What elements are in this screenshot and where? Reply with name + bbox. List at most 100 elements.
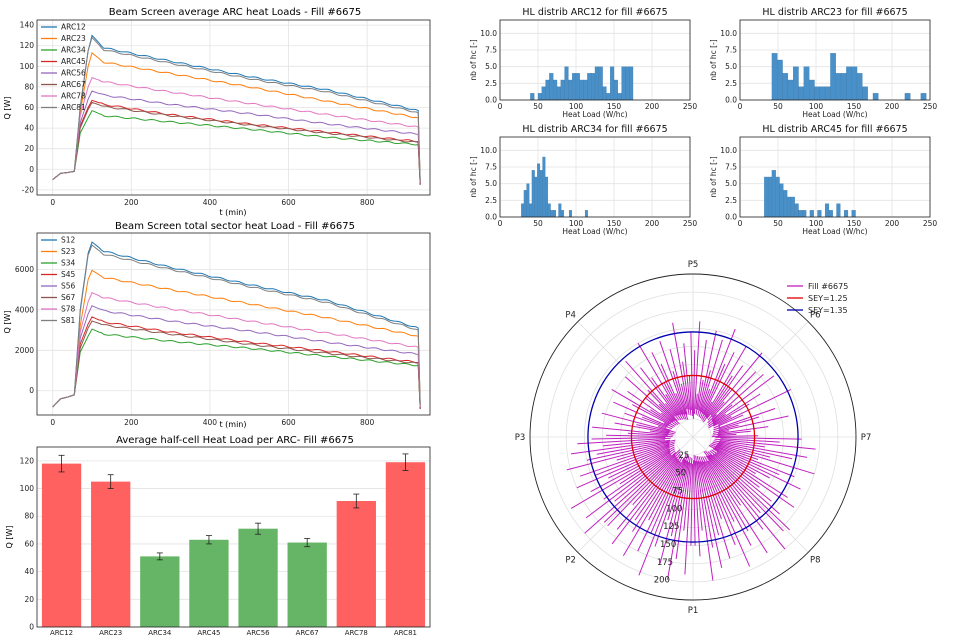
series-line-arc78 xyxy=(52,76,421,183)
y-tick-label: 0.0 xyxy=(485,213,497,222)
polar-legend-label: SEY=1.35 xyxy=(808,306,848,315)
polar-point-label: P2 xyxy=(565,555,576,565)
series-line-s81 xyxy=(52,244,421,408)
y-tick-label: 5.0 xyxy=(725,62,737,71)
arc-average-title: Beam Screen average ARC heat Loads - Fil… xyxy=(109,7,361,18)
histogram-arc34: HL distrib ARC34 for fill #6675 0 50 100 150… xyxy=(469,124,697,236)
histogram-bar xyxy=(824,86,831,101)
x-tick-label: 0 xyxy=(738,102,743,111)
histogram-ylabel: nb of hc [-] xyxy=(709,156,718,197)
y-tick-label: 7.5 xyxy=(725,163,737,172)
histogram-title: HL distrib ARC12 for fill #6675 xyxy=(522,7,667,18)
sector-total-ylabel: Q [W] xyxy=(3,311,12,334)
histogram-bar xyxy=(591,73,596,101)
histogram-bar xyxy=(798,86,804,101)
histogram-bar xyxy=(537,163,541,218)
x-tick-label: 100 xyxy=(569,219,584,228)
histogram-bar xyxy=(583,79,588,101)
histogram-bar xyxy=(594,66,599,101)
y-tick-label: 6000 xyxy=(15,265,34,274)
y-tick-label: 140 xyxy=(20,21,35,30)
x-tick-label: 50 xyxy=(773,219,783,228)
histogram-bar xyxy=(872,93,879,101)
polar-chart: 25 50 75 100 125 150 175 200 P5 P6 P7 P8 P1 P2 P3 P4 Fil… xyxy=(515,260,872,616)
arc-average-legend: ARC12 ARC23 ARC34 ARC45 ARC56 ARC67 ARC78 ARC81 xyxy=(41,23,86,112)
histogram-bar xyxy=(541,86,546,101)
y-tick-label: 2.5 xyxy=(485,196,497,205)
histogram-bar xyxy=(819,86,826,101)
histogram-bar xyxy=(537,93,542,101)
histogram-frame xyxy=(499,136,691,218)
histogram-bar xyxy=(598,66,603,101)
y-tick-label: 60 xyxy=(24,103,34,112)
y-tick-label: 100 xyxy=(20,484,35,493)
histogram-bar xyxy=(764,176,769,218)
halfcell-bar-title: Average half-cell Heat Load per ARC- Fil… xyxy=(116,435,354,446)
x-tick-label: 0 xyxy=(498,219,503,228)
histogram-bar xyxy=(531,170,535,218)
x-tick-label: 250 xyxy=(923,219,938,228)
bar-arc12 xyxy=(41,463,82,627)
halfcell-bar-ylabel: Q [W] xyxy=(5,526,14,549)
legend-label: S45 xyxy=(61,270,76,279)
histogram-frame xyxy=(739,19,931,101)
bar-arc45 xyxy=(189,539,229,627)
histogram-bar xyxy=(777,59,783,101)
x-tick-label: 100 xyxy=(809,219,824,228)
y-tick-label: 10.0 xyxy=(480,29,497,38)
x-tick-label: 250 xyxy=(923,102,938,111)
histogram-xlabel: Heat Load (W/hc) xyxy=(562,110,627,119)
bar-arc23 xyxy=(91,481,131,627)
y-tick-label: 40 xyxy=(24,567,34,576)
x-tick-label: ARC67 xyxy=(296,629,319,637)
histogram-bar xyxy=(835,73,842,101)
histogram-bar xyxy=(534,176,538,218)
y-tick-label: 20 xyxy=(24,144,34,153)
polar-radial-label: 50 xyxy=(675,469,686,479)
histogram-bar xyxy=(572,73,577,101)
x-tick-label: 600 xyxy=(281,418,296,427)
histogram-bar xyxy=(802,210,807,218)
histogram-title: HL distrib ARC34 for fill #6675 xyxy=(522,124,667,135)
polar-point-label: P3 xyxy=(515,433,526,443)
series-line-s12 xyxy=(52,241,421,408)
histogram-bar xyxy=(584,210,588,218)
histogram-bar xyxy=(809,210,814,218)
arc-average-frame xyxy=(36,19,431,196)
polar-radial-label: 75 xyxy=(672,487,683,497)
bar-arc81 xyxy=(385,462,426,627)
arc-average-ticks: 0 200 400 600 800 -20 0 20 40 60 80 100 120 140 xyxy=(20,21,375,207)
histogram-bar xyxy=(629,66,634,101)
legend-label: S81 xyxy=(61,316,76,325)
y-tick-label: 120 xyxy=(20,456,35,465)
y-tick-label: 10.0 xyxy=(720,146,737,155)
histogram-bar xyxy=(803,66,810,101)
series-line-arc12 xyxy=(52,34,421,182)
y-tick-label: 4000 xyxy=(15,305,34,314)
histogram-bar xyxy=(545,176,549,218)
histogram-bar xyxy=(787,79,794,101)
x-tick-label: ARC81 xyxy=(394,629,417,637)
sey-ring xyxy=(587,331,799,543)
x-tick-label: 50 xyxy=(773,102,783,111)
polar-radial-label: 150 xyxy=(660,540,676,550)
histogram-bar xyxy=(904,93,911,101)
histogram-bar xyxy=(621,66,626,101)
y-tick-label: 0 xyxy=(29,386,34,395)
histogram-bar xyxy=(856,73,863,101)
y-tick-label: 7.5 xyxy=(485,163,497,172)
halfcell-bar-chart: Average half-cell Heat Load per ARC- Fil… xyxy=(5,435,431,637)
bar-arc56 xyxy=(238,528,278,627)
arc-average-grid xyxy=(37,20,430,195)
x-tick-label: 400 xyxy=(203,198,218,207)
polar-legend-label: Fill #6675 xyxy=(808,282,848,291)
y-tick-label: 2.5 xyxy=(725,79,737,88)
legend-label: S23 xyxy=(61,247,76,256)
x-tick-label: ARC45 xyxy=(197,629,220,637)
x-tick-label: 200 xyxy=(124,418,139,427)
histogram-bar xyxy=(523,190,527,218)
x-tick-label: 0 xyxy=(50,198,55,207)
series-line-arc81 xyxy=(52,36,421,182)
histogram-bar xyxy=(851,66,858,101)
legend-label: S12 xyxy=(61,236,76,245)
